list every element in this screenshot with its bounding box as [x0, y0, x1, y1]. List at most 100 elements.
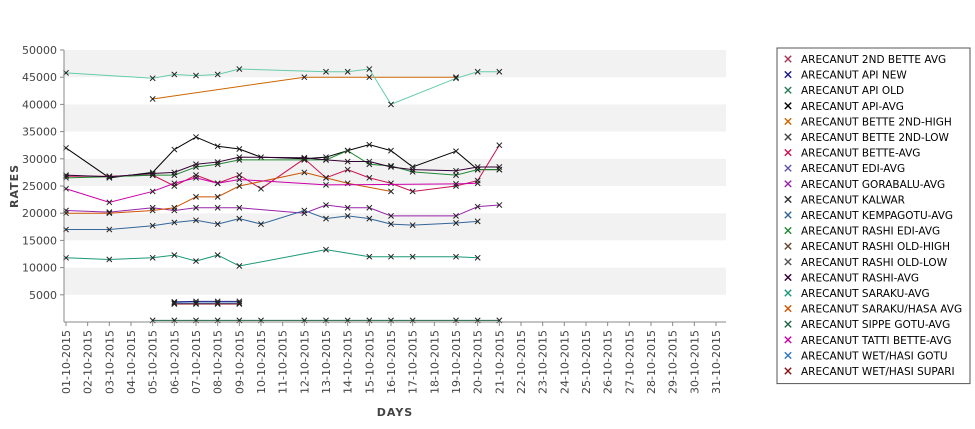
x-tick-label: 14-10-2015 [342, 330, 355, 394]
legend-entry: ARECANUT RASHI-AVG [784, 272, 919, 284]
data-point [193, 300, 199, 306]
y-axis-ticks: 5000 10000 15000 20000 25000 30000 35000 40000 4… [22, 44, 64, 302]
legend-label: ARECANUT API NEW [801, 70, 907, 82]
data-point [171, 169, 178, 176]
legend-marker [784, 86, 792, 94]
legend-marker [784, 195, 792, 204]
x-axis-label: DAYS [377, 406, 413, 419]
data-point [474, 68, 481, 75]
x-tick-label: 19-10-2015 [450, 330, 463, 394]
data-point [236, 172, 243, 179]
legend-label: ARECANUT GORABALU-AVG [801, 179, 945, 191]
legend-entry: ARECANUT SARAKU/HASA AVG [784, 304, 962, 316]
legend-marker [784, 164, 792, 172]
legend-entry: ARECANUT API-AVG [784, 101, 904, 113]
legend-marker [784, 226, 792, 235]
x-tick-label: 31-10-2015 [710, 330, 723, 394]
x-tick-label: 30-10-2015 [688, 330, 701, 394]
data-point [149, 207, 156, 214]
series-group [63, 169, 394, 217]
data-point [214, 204, 221, 211]
data-point [236, 204, 243, 211]
grid-band [64, 294, 726, 322]
data-point [344, 166, 351, 173]
data-point [388, 164, 394, 170]
data-point [366, 174, 373, 181]
data-point [474, 203, 481, 210]
legend-marker [784, 351, 792, 360]
legend-entry: ARECANUT SIPPE GOTU-AVG [784, 319, 950, 331]
data-point [366, 204, 373, 211]
legend-marker [784, 289, 792, 297]
data-point [301, 207, 308, 214]
series-line [65, 156, 500, 178]
series-group [63, 66, 503, 108]
y-tick-label: 35000 [22, 126, 57, 139]
x-tick-label: 25-10-2015 [580, 330, 593, 394]
grid-band [64, 240, 726, 268]
legend-entry: ARECANUT SARAKU-AVG [784, 288, 930, 300]
y-tick-label: 40000 [22, 98, 57, 111]
legend-label: ARECANUT RASHI EDI-AVG [801, 226, 940, 238]
x-tick-label: 16-10-2015 [385, 330, 398, 394]
x-tick-label: 08-10-2015 [212, 330, 225, 394]
x-tick-label: 22-10-2015 [515, 330, 528, 394]
series-group [63, 202, 503, 219]
data-point [453, 212, 459, 219]
data-point [301, 155, 308, 162]
x-tick-label: 12-10-2015 [298, 330, 311, 394]
data-point [496, 68, 503, 75]
data-point [214, 221, 221, 228]
data-point [409, 253, 416, 260]
data-point [453, 180, 459, 187]
legend-entry: ARECANUT EDI-AVG [784, 163, 905, 175]
legend-label: ARECANUT KEMPAGOTU-AVG [801, 210, 953, 222]
x-axis-ticks: 01-10-2015 02-10-2015 03-10-2015 04-10-2015… [60, 322, 723, 394]
data-point [258, 221, 264, 228]
legend-marker [784, 367, 792, 375]
data-point [496, 164, 503, 170]
data-point [344, 158, 351, 165]
legend-label: ARECANUT RASHI OLD-LOW [801, 257, 948, 269]
legend-entry: ARECANUT WET/HASI GOTU [784, 350, 948, 362]
data-point [388, 188, 394, 195]
data-point [149, 204, 156, 211]
data-point [323, 202, 329, 208]
data-point [106, 226, 113, 233]
legend-label: ARECANUT WET/HASI SUPARI [801, 366, 955, 378]
y-tick-label: 50000 [22, 44, 57, 57]
legend-entry: ARECANUT TATTI BETTE-AVG [784, 335, 951, 347]
data-point [409, 188, 416, 195]
grid-band [64, 267, 726, 295]
data-point [193, 217, 199, 224]
data-point [193, 301, 199, 308]
data-point [236, 263, 243, 269]
legend-marker [784, 55, 792, 63]
x-tick-label: 06-10-2015 [168, 330, 181, 394]
legend-entry: ARECANUT KEMPAGOTU-AVG [784, 210, 953, 222]
data-point [409, 222, 416, 229]
x-tick-label: 01-10-2015 [60, 330, 73, 394]
x-tick-label: 02-10-2015 [82, 330, 95, 394]
data-point [193, 204, 199, 211]
data-point [106, 173, 113, 180]
legend-marker [784, 102, 792, 110]
data-point [453, 253, 459, 260]
data-point [193, 193, 199, 200]
data-point [236, 176, 243, 183]
series-group [171, 300, 243, 306]
data-point [323, 215, 329, 222]
data-point [474, 180, 481, 187]
x-tick-label: 21-10-2015 [493, 330, 506, 394]
data-point [301, 74, 308, 81]
series-group [171, 301, 243, 308]
data-point [258, 185, 264, 192]
data-point [236, 301, 243, 308]
grid-band [64, 131, 726, 159]
data-point [236, 154, 243, 161]
data-point [171, 207, 178, 214]
data-point [366, 66, 373, 72]
x-tick-label: 23-10-2015 [537, 330, 550, 394]
data-point [366, 158, 373, 165]
data-point [236, 146, 243, 152]
